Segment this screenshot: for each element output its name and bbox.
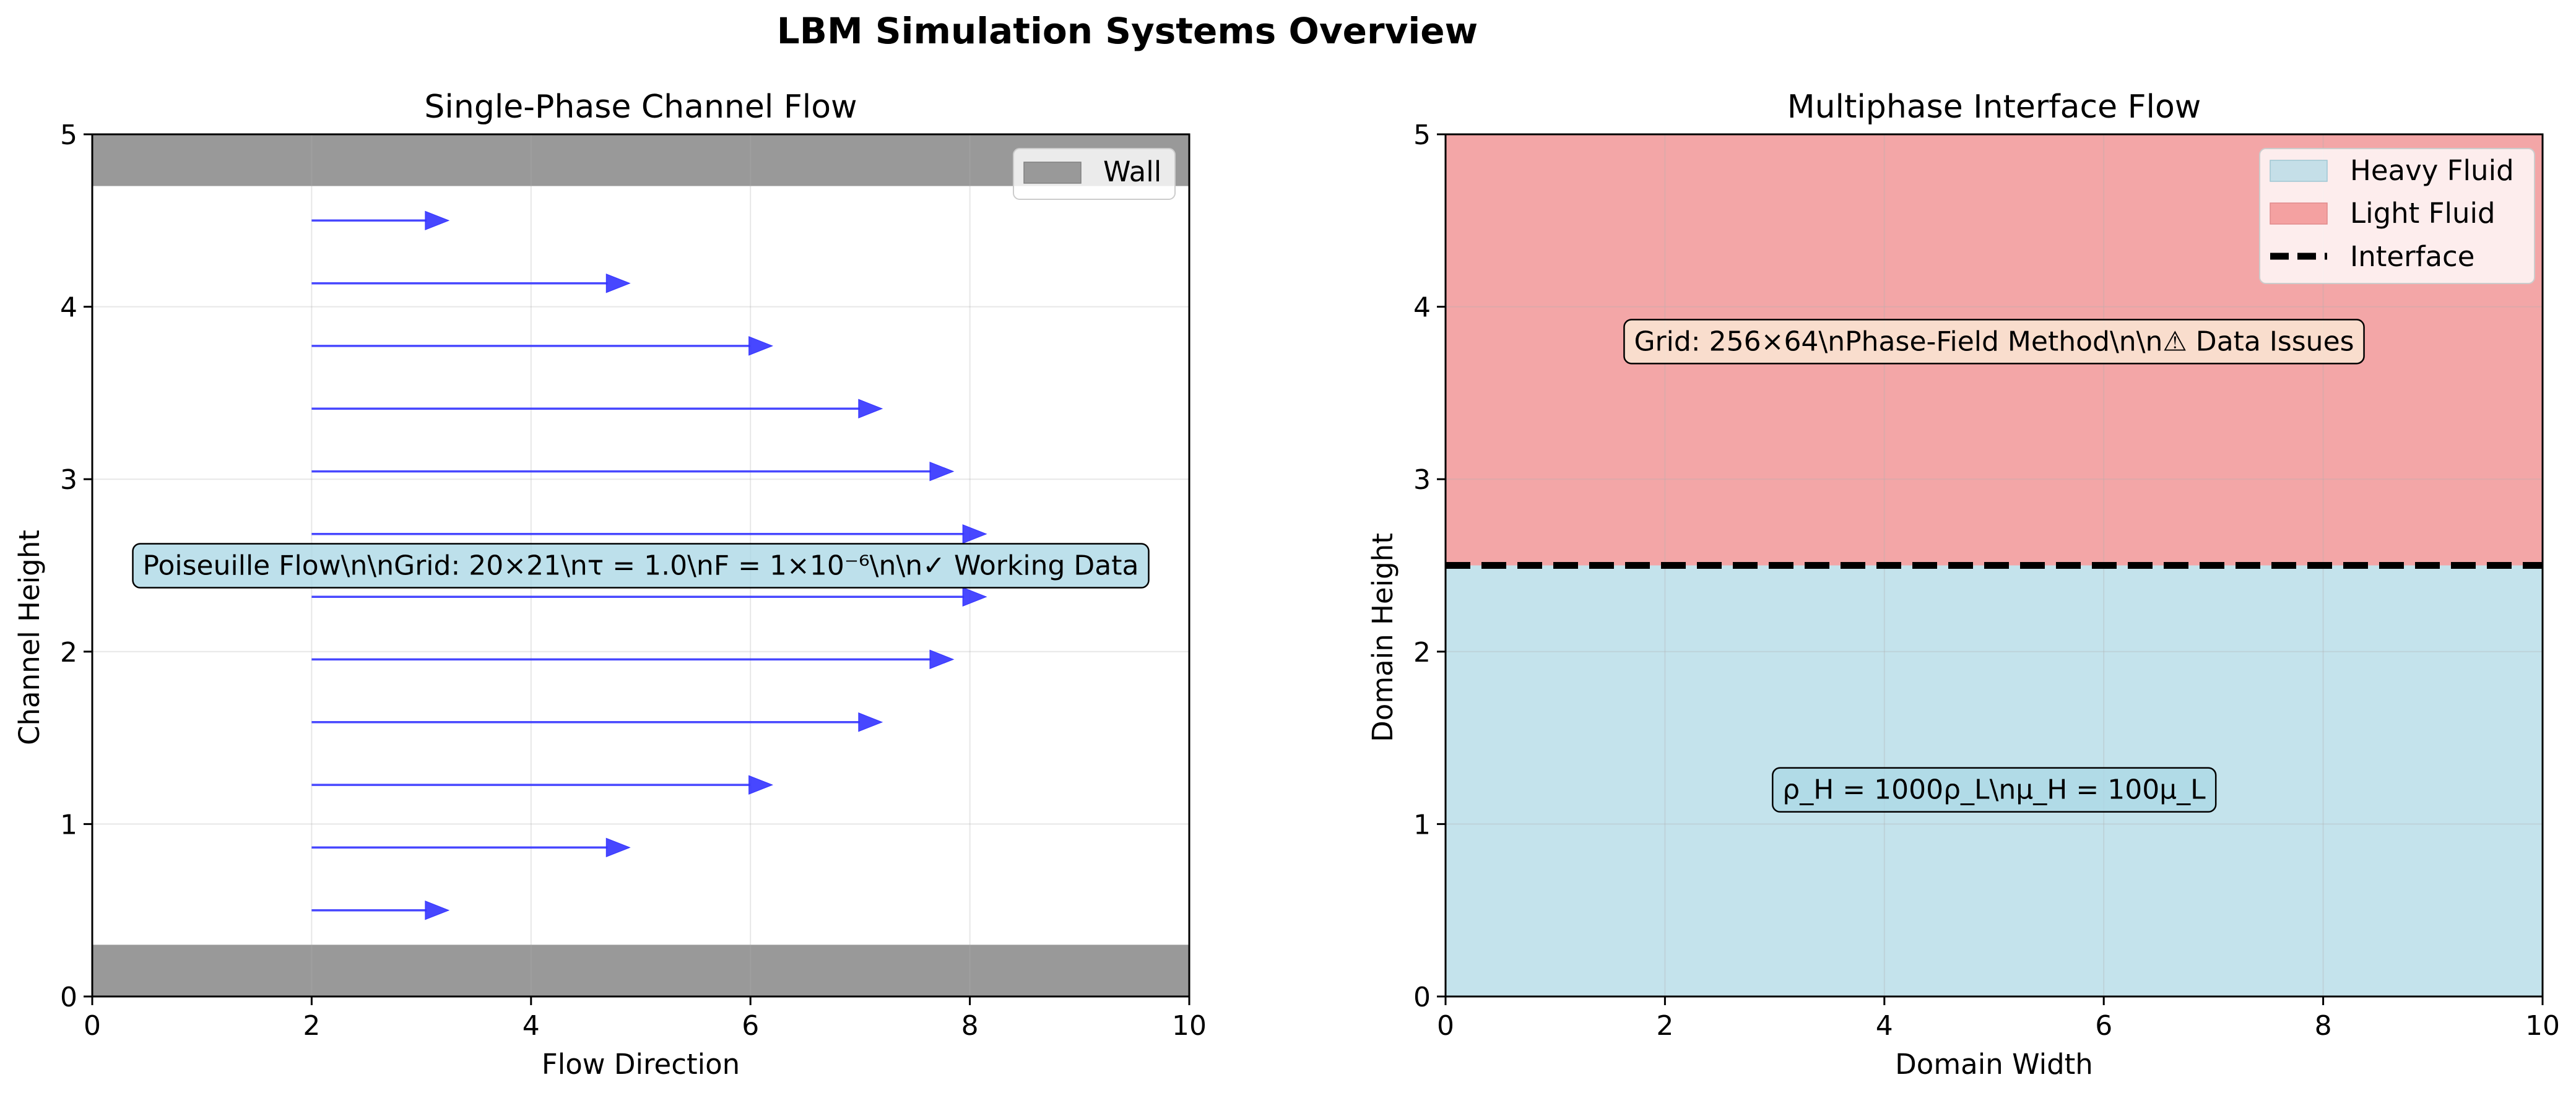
velocity-arrow-3 [311, 712, 883, 732]
legend-wall-label: Wall [1103, 155, 1161, 188]
velocity-arrow-7 [311, 461, 955, 482]
single-phase-ytick-label: 2 [60, 637, 77, 668]
single-phase-xtick-label: 2 [303, 1010, 320, 1042]
multiphase-ytick-label: 5 [1413, 119, 1431, 151]
density-ratio-annotation-text: ρ_H = 1000ρ_L\nμ_H = 100μ_L [1782, 774, 2206, 806]
velocity-arrow-2 [311, 775, 774, 795]
legend-light-fluid-label: Light Fluid [2350, 197, 2496, 230]
single-phase-ytick-label: 1 [60, 809, 77, 841]
multiphase-xlabel: Domain Width [1895, 1048, 2093, 1081]
single-phase-xtick-label: 8 [961, 1010, 979, 1042]
velocity-arrow-4 [311, 649, 955, 670]
single-phase-annotation [132, 543, 1150, 589]
multiphase-title: Multiphase Interface Flow [1787, 89, 2201, 126]
velocity-arrow-0 [311, 900, 450, 920]
single-phase-title: Single-Phase Channel Flow [424, 89, 857, 126]
single-phase-ylabel: Channel Height [13, 530, 46, 745]
grid-info-annotation-text: Grid: 256×64\nPhase-Field Method\n\n⚠ Da… [1634, 326, 2354, 357]
velocity-arrow-head [605, 837, 631, 858]
multiphase-ytick-label: 4 [1413, 292, 1431, 324]
multiphase-xtick-label: 4 [1876, 1010, 1893, 1042]
single-phase-ytick-label: 0 [60, 982, 77, 1013]
single-phase-panel: Single-Phase Channel Flow Flow Direction… [13, 89, 1207, 1081]
multiphase-xtick-label: 10 [2525, 1010, 2560, 1042]
multiphase-panel: Multiphase Interface Flow Domain Width D… [1366, 89, 2560, 1081]
single-phase-xtick-label: 4 [523, 1010, 540, 1042]
single-phase-ytick-label: 3 [60, 464, 77, 496]
multiphase-xtick-label: 6 [2095, 1010, 2112, 1042]
velocity-arrow-head [858, 712, 883, 732]
velocity-arrow-head [748, 336, 774, 356]
multiphase-ytick-label: 2 [1413, 637, 1431, 668]
multiphase-xtick-label: 0 [1437, 1010, 1454, 1042]
multiphase-ytick-label: 0 [1413, 982, 1431, 1013]
single-phase-xlabel: Flow Direction [542, 1048, 740, 1081]
single-phase-annotation-text: Poiseuille Flow\n\nGrid: 20×21\nτ = 1.0\… [143, 550, 1139, 582]
single-phase-xtick-label: 6 [742, 1010, 759, 1042]
velocity-arrow-5 [311, 587, 987, 607]
density-ratio-annotation [1772, 767, 2217, 813]
velocity-arrow-9 [311, 336, 774, 356]
velocity-arrow-6 [311, 524, 987, 544]
single-phase-xtick-label: 0 [84, 1010, 101, 1042]
single-phase-ytick-label: 4 [60, 292, 77, 324]
multiphase-ylabel: Domain Height [1366, 533, 1399, 742]
velocity-arrow-10 [311, 273, 631, 293]
multiphase-ytick-label: 3 [1413, 464, 1431, 496]
legend-light-fluid-swatch [2270, 202, 2328, 225]
velocity-arrow-8 [311, 399, 883, 418]
velocity-arrow-11 [311, 210, 450, 231]
velocity-arrow-head [929, 461, 955, 482]
velocity-arrow-1 [311, 837, 631, 858]
velocity-arrow-head [962, 524, 987, 544]
wall-band-1 [92, 134, 1189, 186]
multiphase-xtick-label: 8 [2315, 1010, 2332, 1042]
velocity-arrow-head [929, 649, 955, 670]
grid-info-annotation [1623, 319, 2365, 365]
multiphase-xtick-label: 2 [1656, 1010, 1673, 1042]
figure-title: LBM Simulation Systems Overview [777, 10, 1478, 52]
velocity-arrow-head [962, 587, 987, 607]
multiphase-axes-frame [1444, 133, 2544, 998]
velocity-arrow-head [858, 399, 883, 418]
legend-interface-label: Interface [2350, 240, 2474, 273]
velocity-arrow-head [425, 210, 450, 231]
velocity-arrow-head [605, 273, 631, 293]
single-phase-ytick-label: 5 [60, 119, 77, 151]
legend-wall-swatch [1023, 162, 1082, 184]
velocity-arrow-head [748, 775, 774, 795]
single-phase-legend [1013, 148, 1176, 200]
single-phase-xtick-label: 10 [1172, 1010, 1207, 1042]
multiphase-legend [2259, 148, 2535, 284]
multiphase-ytick-label: 1 [1413, 809, 1431, 841]
legend-heavy-fluid-label: Heavy Fluid [2350, 154, 2514, 187]
single-phase-axes-frame [91, 133, 1190, 998]
legend-heavy-fluid-swatch [2270, 160, 2328, 182]
velocity-arrow-head [425, 900, 450, 920]
wall-band-0 [92, 945, 1189, 996]
